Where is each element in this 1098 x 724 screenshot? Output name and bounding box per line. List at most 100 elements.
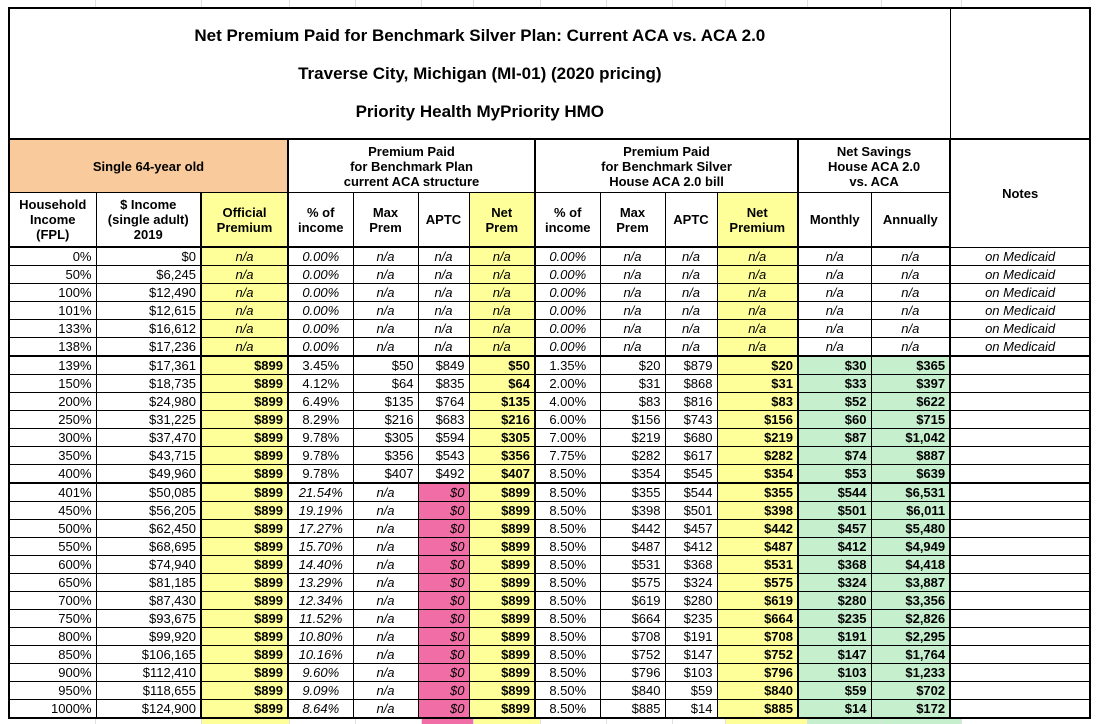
gridline-cell [474, 0, 541, 7]
cell-house-net-premium: $355 [716, 482, 799, 502]
cell-notes [949, 591, 1091, 610]
gridline-cell [882, 719, 962, 724]
cell-aca-aptc: $594 [417, 428, 470, 447]
cell-notes [949, 355, 1091, 375]
cell-aca-pct-income: 8.29% [287, 410, 354, 429]
cell-house-aptc: $743 [664, 410, 718, 429]
cell-aca-aptc: n/a [417, 283, 470, 302]
cell-aca-max-prem: n/a [352, 555, 419, 574]
cell-aca-net-prem: $899 [468, 519, 536, 538]
cell-aca-aptc: $0 [417, 645, 470, 664]
table-row: 500% $62,450 $899 17.27% n/a $0 $899 8.50% $442 $… [8, 519, 1091, 538]
gridline-cell [8, 719, 96, 724]
cell-official-premium: $899 [200, 681, 289, 700]
cell-house-pct-income: 0.00% [534, 246, 601, 266]
cell-income: $49,960 [95, 464, 202, 484]
cell-house-pct-income: 8.50% [534, 555, 601, 574]
title-line-3: Priority Health MyPriority HMO [355, 102, 605, 121]
cell-aca-max-prem: $356 [352, 446, 419, 465]
cell-savings-annually: n/a [870, 265, 951, 284]
cell-aca-max-prem: n/a [352, 337, 419, 357]
gridline-cell [96, 0, 202, 7]
cell-aca-net-prem: $899 [468, 537, 536, 556]
cell-house-pct-income: 8.50% [534, 591, 601, 610]
cell-house-net-premium: $664 [716, 609, 799, 628]
spreadsheet-gridline-strip-bottom [8, 719, 1098, 724]
table-row: 250% $31,225 $899 8.29% $216 $683 $216 6.00% $15… [8, 410, 1091, 429]
cell-fpl: 101% [8, 301, 97, 320]
cell-house-net-premium: $83 [716, 392, 799, 411]
cell-fpl: 700% [8, 591, 97, 610]
cell-aca-max-prem: n/a [352, 663, 419, 682]
cell-savings-annually: $397 [870, 374, 951, 393]
cell-house-pct-income: 1.35% [534, 355, 601, 375]
gridline-cell [356, 0, 422, 7]
cell-savings-annually: n/a [870, 301, 951, 320]
group-header-net-savings: Net Savings House ACA 2.0 vs. ACA [796, 138, 951, 193]
cell-house-max-prem: $282 [599, 446, 666, 465]
cell-official-premium: n/a [200, 246, 289, 266]
table-row: 650% $81,185 $899 13.29% n/a $0 $899 8.50% $575 $… [8, 573, 1091, 592]
cell-notes [949, 482, 1091, 502]
cell-aca-net-prem: $899 [468, 627, 536, 646]
cell-aca-net-prem: $50 [468, 355, 536, 375]
cell-savings-monthly: $52 [797, 392, 872, 411]
cell-fpl: 600% [8, 555, 97, 574]
cell-notes: on Medicaid [949, 301, 1091, 320]
cell-house-max-prem: n/a [599, 319, 666, 338]
cell-aca-aptc: $0 [417, 519, 470, 538]
cell-fpl: 300% [8, 428, 97, 447]
cell-income: $74,940 [95, 555, 202, 574]
cell-fpl: 800% [8, 627, 97, 646]
table-row: 1000% $124,900 $899 8.64% n/a $0 $899 8.50% $885… [8, 699, 1091, 719]
cell-aca-net-prem: $216 [468, 410, 536, 429]
cell-savings-monthly: $74 [797, 446, 872, 465]
cell-official-premium: $899 [200, 555, 289, 574]
cell-house-pct-income: 7.00% [534, 428, 601, 447]
cell-aca-net-prem: $899 [468, 663, 536, 682]
cell-house-max-prem: $796 [599, 663, 666, 682]
cell-aca-pct-income: 10.16% [287, 645, 354, 664]
table-row: 700% $87,430 $899 12.34% n/a $0 $899 8.50% $619 $… [8, 591, 1091, 610]
cell-savings-annually: $3,887 [870, 573, 951, 592]
cell-savings-annually: n/a [870, 283, 951, 302]
cell-official-premium: $899 [200, 464, 289, 484]
cell-aca-net-prem: $899 [468, 482, 536, 502]
cell-savings-annually: $715 [870, 410, 951, 429]
cell-aca-aptc: $0 [417, 573, 470, 592]
col-header-aca-net-prem: Net Prem [468, 192, 536, 248]
cell-official-premium: $899 [200, 355, 289, 375]
cell-house-max-prem: $708 [599, 627, 666, 646]
cell-aca-pct-income: 0.00% [287, 246, 354, 266]
cell-house-pct-income: 8.50% [534, 464, 601, 484]
cell-aca-pct-income: 0.00% [287, 337, 354, 357]
cell-house-aptc: $147 [664, 645, 718, 664]
cell-house-aptc: $235 [664, 609, 718, 628]
cell-house-net-premium: n/a [716, 337, 799, 357]
cell-aca-net-prem: $899 [468, 573, 536, 592]
cell-aca-net-prem: $356 [468, 446, 536, 465]
cell-savings-annually: $5,480 [870, 519, 951, 538]
cell-aca-net-prem: $899 [468, 681, 536, 700]
cell-official-premium: $899 [200, 645, 289, 664]
cell-official-premium: $899 [200, 428, 289, 447]
cell-savings-monthly: n/a [797, 246, 872, 266]
table-row: 600% $74,940 $899 14.40% n/a $0 $899 8.50% $531 $… [8, 555, 1091, 574]
col-header-house-pct-income: % of income [534, 192, 601, 248]
cell-aca-aptc: n/a [417, 301, 470, 320]
cell-official-premium: n/a [200, 283, 289, 302]
cell-savings-monthly: $30 [797, 355, 872, 375]
cell-aca-pct-income: 21.54% [287, 482, 354, 502]
cell-house-pct-income: 8.50% [534, 645, 601, 664]
gridline-cell [202, 719, 290, 724]
table-row: 138% $17,236 n/a 0.00% n/a n/a n/a 0.00% n/a n/a n… [8, 337, 1091, 357]
cell-house-pct-income: 8.50% [534, 482, 601, 502]
cell-aca-max-prem: n/a [352, 482, 419, 502]
cell-official-premium: $899 [200, 392, 289, 411]
cell-notes [949, 537, 1091, 556]
cell-house-pct-income: 8.50% [534, 519, 601, 538]
cell-house-aptc: $14 [664, 699, 718, 719]
cell-aca-max-prem: n/a [352, 627, 419, 646]
cell-aca-max-prem: n/a [352, 591, 419, 610]
cell-house-aptc: n/a [664, 265, 718, 284]
